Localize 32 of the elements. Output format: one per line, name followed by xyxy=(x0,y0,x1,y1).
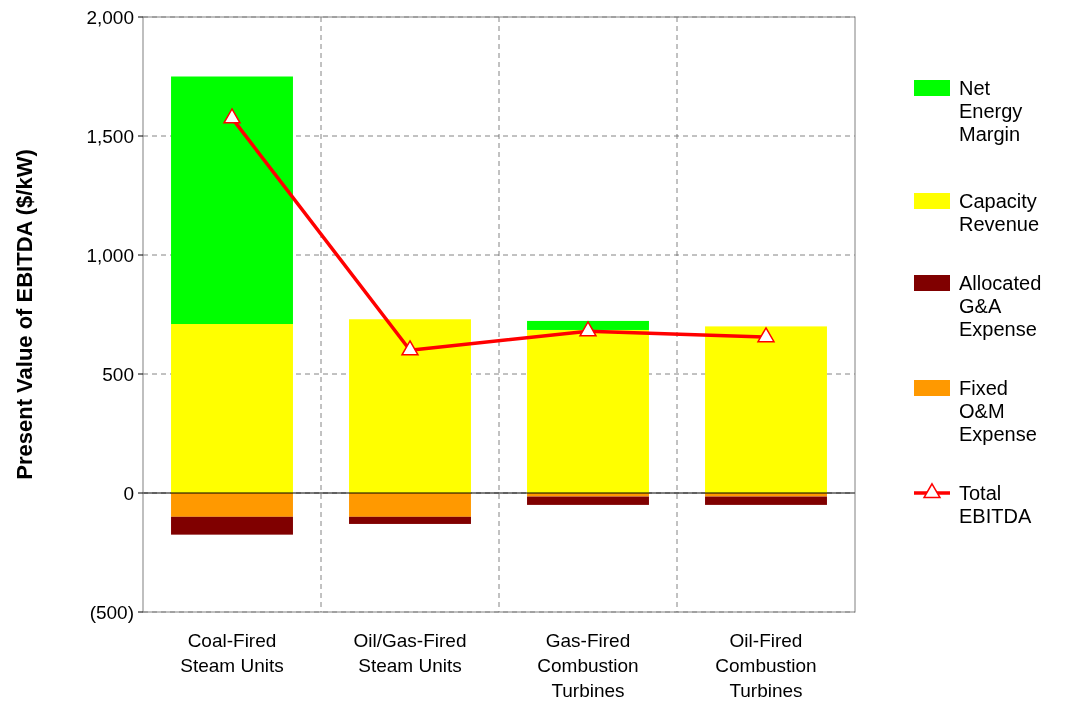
y-tick-label: 2,000 xyxy=(86,6,134,28)
bar xyxy=(527,329,649,493)
bar xyxy=(705,496,827,505)
bar xyxy=(171,516,293,535)
y-tick-label: 1,500 xyxy=(86,125,134,147)
bar xyxy=(527,496,649,505)
x-tick-label: Oil-Fired Combustion Turbines xyxy=(715,630,817,701)
bar xyxy=(349,319,471,493)
legend-label: Allocated G&A Expense xyxy=(959,272,1042,340)
bar xyxy=(171,76,293,325)
legend-label: Fixed O&M Expense xyxy=(959,377,1037,445)
point xyxy=(401,340,419,356)
legend-label: Total EBITDA xyxy=(959,482,1032,527)
y-tick-label: 1,000 xyxy=(86,244,134,266)
bar xyxy=(527,320,649,330)
legend-label: Net Energy Margin xyxy=(959,77,1023,145)
bar xyxy=(705,326,827,493)
point xyxy=(223,108,241,124)
point xyxy=(757,327,775,343)
y-tick-label: 0 xyxy=(123,482,134,504)
point xyxy=(579,321,597,337)
x-tick-label: Oil/Gas-Fired Steam Units xyxy=(353,630,467,676)
bar xyxy=(171,493,293,517)
bar xyxy=(349,493,471,517)
x-tick-label: Gas-Fired Combustion Turbines xyxy=(537,630,639,701)
x-tick-label: Coal-Fired Steam Units xyxy=(180,630,284,676)
y-tick-label: (500) xyxy=(89,601,134,623)
y-axis-title: Present Value of EBITDA ($/kW) xyxy=(12,149,37,480)
bar xyxy=(171,324,293,493)
y-tick-label: 500 xyxy=(102,363,134,385)
bar xyxy=(349,516,471,524)
legend-label: Capacity Revenue xyxy=(959,190,1040,235)
